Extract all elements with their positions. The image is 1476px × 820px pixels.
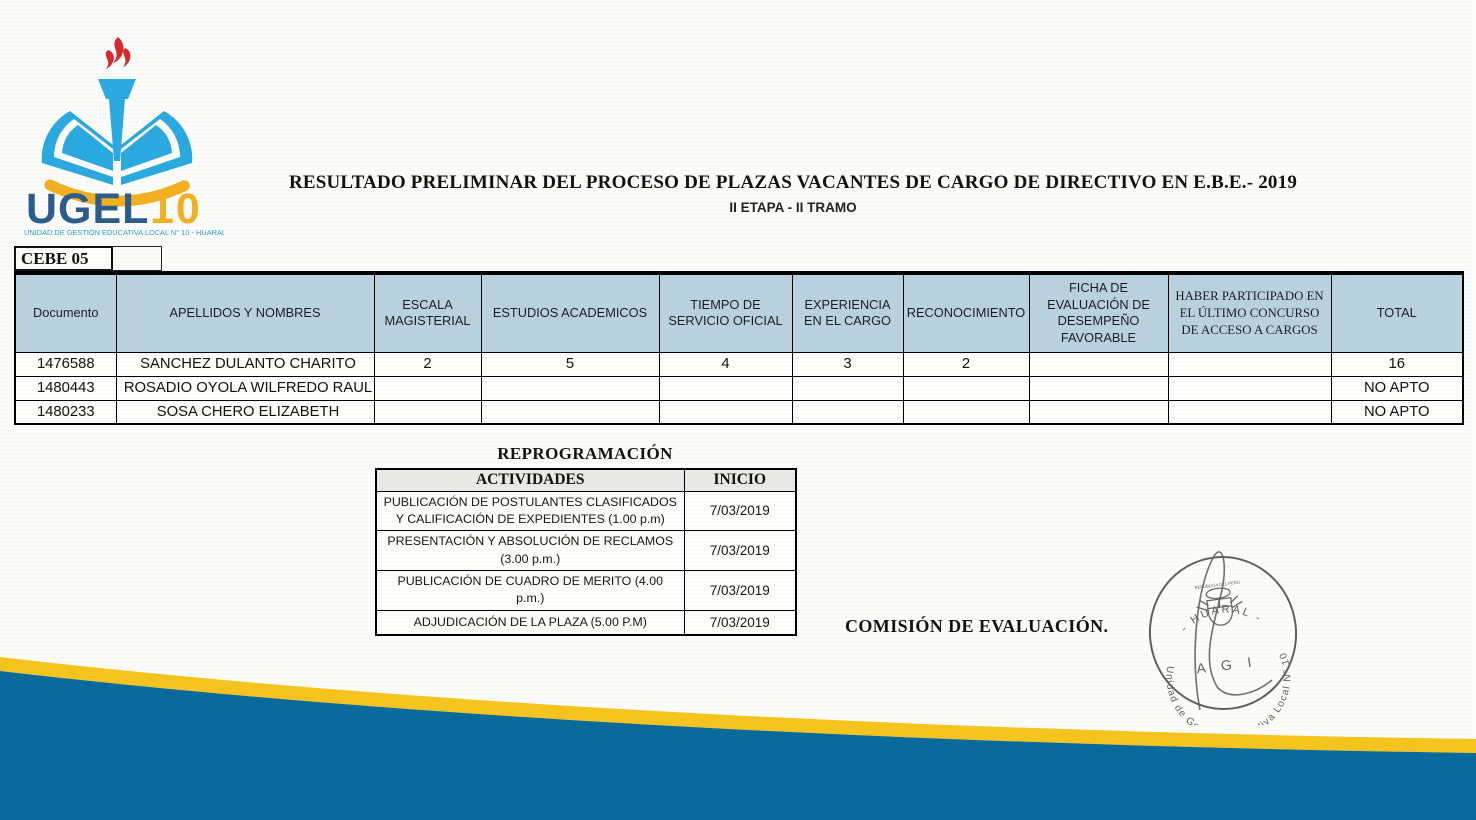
page-title: RESULTADO PRELIMINAR DEL PROCESO DE PLAZ… <box>288 172 1298 193</box>
section-label: CEBE 05 <box>14 246 113 271</box>
table-cell: NO APTO <box>1330 399 1464 425</box>
section-label-extension <box>113 246 162 271</box>
table-row: 1476588 SANCHEZ DULANTO CHARITO 2 5 4 3 … <box>14 351 1464 377</box>
table-cell: ADJUDICACIÓN DE LA PLAZA (5.00 P.M) <box>375 609 685 636</box>
page-subtitle: II ETAPA - II TRAMO <box>729 200 857 215</box>
table-row: PRESENTACIÓN Y ABSOLUCIÓN DE RECLAMOS (3… <box>375 530 797 571</box>
table-cell: PRESENTACIÓN Y ABSOLUCIÓN DE RECLAMOS (3… <box>375 530 685 571</box>
signature-stroke <box>1194 551 1273 711</box>
table-cell: 2 <box>373 351 482 377</box>
table-cell <box>480 375 660 401</box>
table-cell: 7/03/2019 <box>683 569 797 611</box>
stamp-coat-of-arms-icon: REPÚBLICA DEL PERÚ <box>1194 580 1243 626</box>
table-row: PUBLICACIÓN DE CUADRO DE MERITO (4.00 p.… <box>375 569 797 611</box>
table-cell: 1480443 <box>14 375 117 401</box>
table-cell: PUBLICACIÓN DE CUADRO DE MERITO (4.00 p.… <box>375 569 685 611</box>
header-cell-haber: HABER PARTICIPADO EN EL ÚLTIMO CONCURSO … <box>1167 272 1332 353</box>
table-cell <box>902 375 1030 401</box>
logo-wordmark: UGEL <box>26 185 149 233</box>
table-row: PUBLICACIÓN DE POSTULANTES CLASIFICADOS … <box>375 490 797 532</box>
table-cell: NO APTO <box>1330 375 1464 401</box>
results-table: Documento APELLIDOS Y NOMBRES ESCALA MAG… <box>14 271 1464 425</box>
table-cell <box>1167 399 1332 425</box>
table-cell: 1476588 <box>14 351 117 377</box>
ugel-logo: UGEL 10 UNIDAD DE GESTIÓN EDUCATIVA LOCA… <box>24 37 224 237</box>
table-cell <box>1167 351 1332 377</box>
reprogramacion-title: REPROGRAMACIÓN <box>497 444 673 463</box>
official-stamp: Unidad de Gestión Educativa Local N° 10 … <box>1148 551 1301 725</box>
table-row: ADJUDICACIÓN DE LA PLAZA (5.00 P.M) 7/03… <box>375 609 797 636</box>
table-cell <box>480 399 660 425</box>
header-cell-documento: Documento <box>14 272 117 353</box>
table-cell: 7/03/2019 <box>683 490 797 532</box>
header-cell-escala: ESCALA MAGISTERIAL <box>373 272 482 353</box>
table-cell <box>1028 399 1169 425</box>
table-cell: ROSADIO OYOLA WILFREDO RAUL <box>115 375 375 401</box>
header-cell-experiencia: EXPERIENCIA EN EL CARGO <box>791 272 904 353</box>
header-cell-ficha: FICHA DE EVALUACIÓN DE DESEMPEÑO FAVORAB… <box>1028 272 1169 353</box>
table-cell <box>1028 351 1169 377</box>
header-cell-total: TOTAL <box>1330 272 1464 353</box>
table-cell: 2 <box>902 351 1030 377</box>
logo-number: 10 <box>150 185 202 233</box>
table-cell <box>791 375 904 401</box>
table-cell: PUBLICACIÓN DE POSTULANTES CLASIFICADOS … <box>375 490 685 532</box>
table-cell: 1480233 <box>14 399 117 425</box>
header-cell-reconocimiento: RECONOCIMIENTO <box>902 272 1030 353</box>
table-cell <box>791 399 904 425</box>
logo-caption: UNIDAD DE GESTIÓN EDUCATIVA LOCAL N° 10 … <box>24 228 224 237</box>
stamp-arc-bottom-label: - HUARAL - <box>1176 599 1265 636</box>
logo-torch-icon <box>98 79 136 161</box>
table-cell <box>373 399 482 425</box>
section-label-box: CEBE 05 <box>14 246 162 271</box>
reprogramacion-header-row: ACTIVIDADES INICIO <box>375 468 797 492</box>
table-cell: 16 <box>1330 351 1464 377</box>
table-cell: 7/03/2019 <box>683 609 797 636</box>
logo-laurel-icon <box>44 179 192 207</box>
stamp-arc-bottom-text: - HUARAL - <box>1176 599 1265 636</box>
table-cell <box>1167 375 1332 401</box>
table-cell: SANCHEZ DULANTO CHARITO <box>115 351 375 377</box>
stamp-agi-text: A G I <box>1196 653 1259 676</box>
logo-flame-icon <box>105 37 131 69</box>
table-cell: 3 <box>791 351 904 377</box>
table-cell <box>658 399 793 425</box>
reprogramacion-table: ACTIVIDADES INICIO PUBLICACIÓN DE POSTUL… <box>375 468 797 637</box>
header-cell-inicio: INICIO <box>683 468 797 492</box>
table-cell: 4 <box>658 351 793 377</box>
header-cell-tiempo: TIEMPO DE SERVICIO OFICIAL <box>658 272 793 353</box>
table-cell: 7/03/2019 <box>683 530 797 571</box>
table-row: 1480233 SOSA CHERO ELIZABETH NO APTO <box>14 399 1464 425</box>
header-cell-estudios: ESTUDIOS ACADEMICOS <box>480 272 660 353</box>
table-cell: 5 <box>480 351 660 377</box>
table-row: 1480443 ROSADIO OYOLA WILFREDO RAUL NO A… <box>14 375 1464 401</box>
table-cell <box>373 375 482 401</box>
results-header-row: Documento APELLIDOS Y NOMBRES ESCALA MAG… <box>14 272 1464 353</box>
commission-label: COMISIÓN DE EVALUACIÓN. <box>845 616 1109 636</box>
stamp-motto: REPÚBLICA DEL PERÚ <box>1194 580 1240 591</box>
header-cell-apellidos: APELLIDOS Y NOMBRES <box>115 272 375 353</box>
table-cell <box>902 399 1030 425</box>
document-header: RESULTADO PRELIMINAR DEL PROCESO DE PLAZ… <box>110 172 1476 215</box>
table-cell <box>1028 375 1169 401</box>
table-cell <box>658 375 793 401</box>
header-cell-actividades: ACTIVIDADES <box>375 468 685 492</box>
table-cell: SOSA CHERO ELIZABETH <box>115 399 375 425</box>
logo-book-icon <box>41 111 193 185</box>
